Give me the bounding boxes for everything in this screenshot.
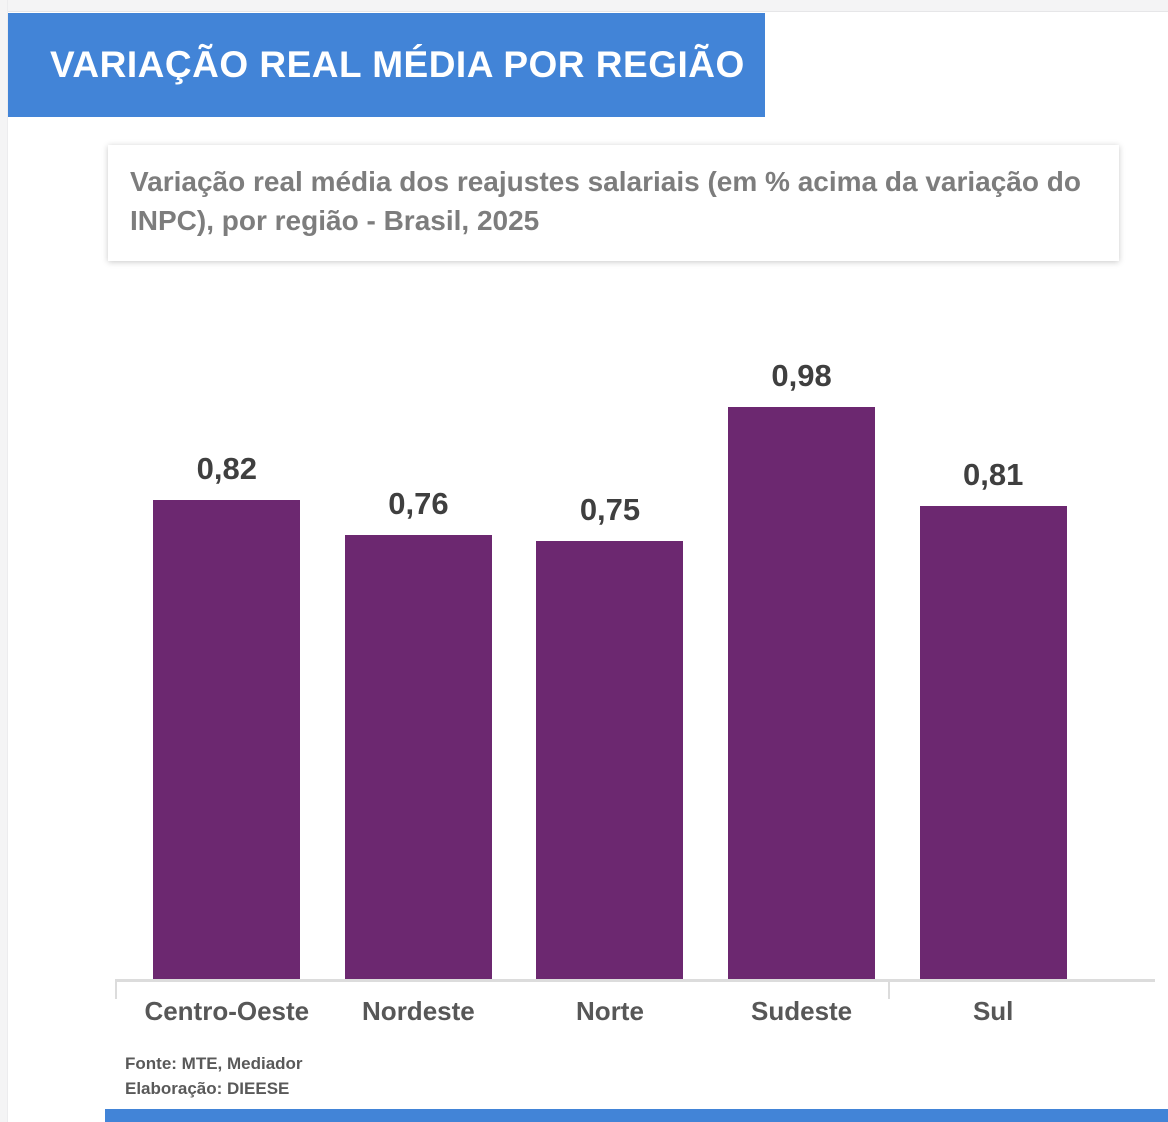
source-note: Fonte: MTE, Mediador Elaboração: DIEESE: [125, 1051, 303, 1101]
bar-value-label: 0,75: [579, 492, 641, 527]
bar: [344, 535, 492, 980]
bar: [919, 506, 1067, 980]
bar-group: 0,82 Centro-Oeste: [131, 340, 323, 1026]
elaboration-line: Elaboração: DIEESE: [125, 1079, 290, 1098]
category-label: Norte: [576, 996, 644, 1026]
window-left-margin: [0, 0, 8, 1122]
chart-subtitle-text: Variação real média dos reajustes salari…: [130, 166, 1081, 236]
category-label: Nordeste: [362, 996, 475, 1026]
next-section-banner-peek: [105, 1109, 1168, 1122]
chart-subtitle-card: Variação real média dos reajustes salari…: [108, 145, 1119, 261]
x-axis-tick: [888, 982, 890, 999]
bar-value-label: 0,81: [963, 457, 1024, 492]
bar-value-label: 0,76: [388, 486, 449, 521]
window-top-margin: [0, 0, 1168, 12]
section-title-banner: VARIAÇÃO REAL MÉDIA POR REGIÃO: [8, 13, 765, 117]
bar: [536, 541, 684, 980]
category-label: Sudeste: [751, 996, 853, 1026]
bar-value-label: 0,82: [196, 451, 257, 486]
x-axis-line: [115, 979, 1155, 982]
category-label: Sul: [972, 996, 1014, 1026]
bar-value-label: 0,98: [771, 358, 832, 393]
page-title: VARIAÇÃO REAL MÉDIA POR REGIÃO: [50, 44, 745, 85]
bar-group: 0,76 Nordeste: [323, 340, 515, 1026]
bar: [728, 407, 876, 980]
bar-group: 0,98 Sudeste: [706, 340, 898, 1026]
category-label: Centro-Oeste: [144, 996, 310, 1026]
bar-group: 0,81 Sul: [897, 340, 1089, 1026]
bar: [153, 500, 301, 980]
bar-series: 0,82 Centro-Oeste 0,76 Nordeste 0,75 Norte 0,9…: [131, 340, 1089, 1026]
source-line: Fonte: MTE, Mediador: [125, 1054, 303, 1073]
x-axis-tick: [115, 982, 117, 999]
bar-group: 0,75 Norte: [514, 340, 706, 1026]
